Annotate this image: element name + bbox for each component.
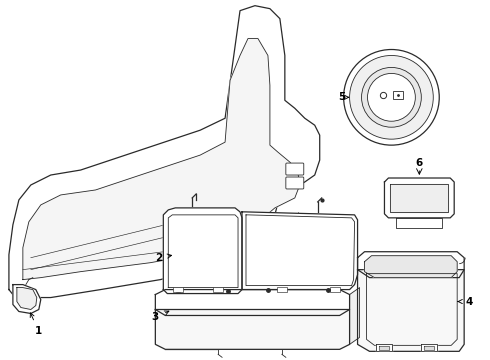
Polygon shape (391, 184, 448, 212)
Text: 2: 2 (155, 253, 172, 263)
Text: 6: 6 (416, 158, 423, 168)
Polygon shape (9, 6, 319, 298)
Circle shape (343, 50, 439, 145)
Polygon shape (358, 270, 464, 351)
Bar (213, 287, 223, 292)
Polygon shape (242, 212, 358, 289)
Bar (330, 287, 340, 292)
Polygon shape (155, 310, 349, 349)
Polygon shape (155, 289, 349, 315)
Polygon shape (376, 345, 392, 351)
Circle shape (368, 73, 416, 121)
Polygon shape (358, 252, 464, 278)
Bar (277, 287, 287, 292)
Polygon shape (424, 346, 434, 350)
Text: 3: 3 (152, 311, 169, 323)
Polygon shape (365, 256, 457, 278)
Polygon shape (396, 218, 442, 228)
Bar (173, 287, 183, 292)
Circle shape (362, 67, 421, 127)
Polygon shape (385, 178, 454, 218)
Text: 5: 5 (338, 92, 349, 102)
Polygon shape (13, 285, 41, 314)
Circle shape (349, 55, 433, 139)
Polygon shape (379, 346, 390, 350)
Polygon shape (421, 345, 437, 351)
Polygon shape (23, 39, 300, 280)
Bar (393, 91, 403, 99)
Text: 1: 1 (30, 313, 43, 336)
FancyBboxPatch shape (286, 163, 304, 175)
Polygon shape (349, 288, 360, 345)
FancyBboxPatch shape (286, 177, 304, 189)
Polygon shape (163, 208, 242, 293)
Text: 4: 4 (458, 297, 473, 306)
Polygon shape (17, 288, 37, 310)
